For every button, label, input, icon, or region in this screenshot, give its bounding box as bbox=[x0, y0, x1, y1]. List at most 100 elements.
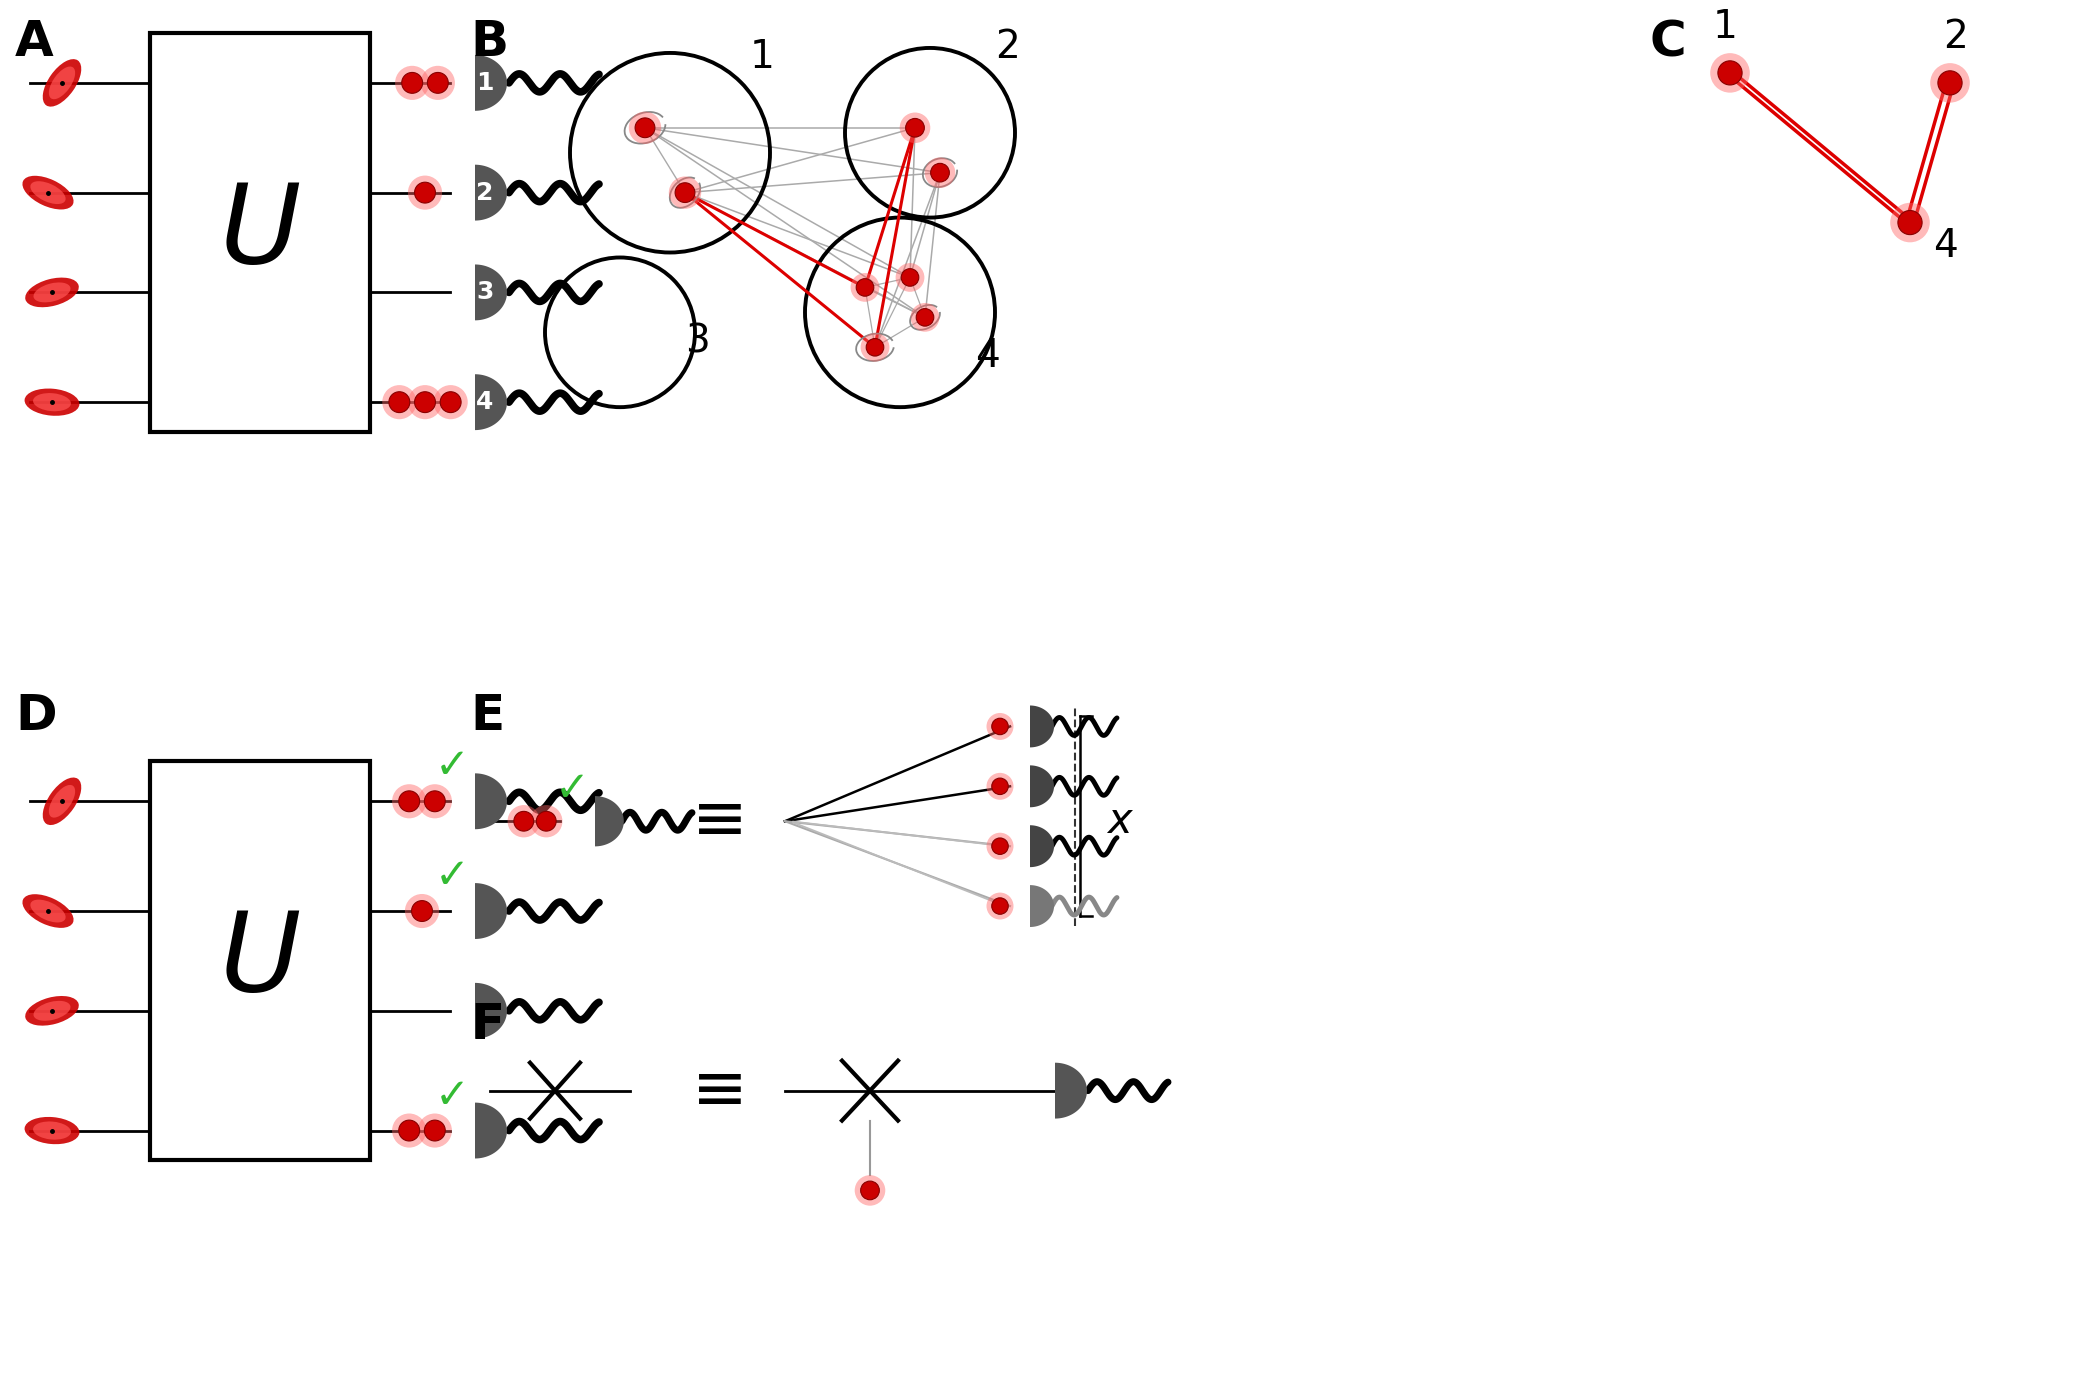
Circle shape bbox=[1930, 63, 1970, 102]
Circle shape bbox=[987, 713, 1014, 740]
Text: ✓: ✓ bbox=[435, 1075, 470, 1116]
Circle shape bbox=[899, 113, 930, 144]
Text: 1: 1 bbox=[750, 37, 775, 76]
Text: ✓: ✓ bbox=[435, 856, 470, 897]
Circle shape bbox=[441, 392, 462, 413]
Circle shape bbox=[407, 175, 443, 210]
Circle shape bbox=[414, 182, 435, 203]
Circle shape bbox=[865, 338, 884, 356]
Polygon shape bbox=[1054, 1063, 1088, 1119]
Circle shape bbox=[1898, 211, 1922, 235]
Text: $U$: $U$ bbox=[218, 908, 300, 1014]
Circle shape bbox=[930, 163, 949, 182]
Circle shape bbox=[388, 392, 410, 413]
Circle shape bbox=[855, 1176, 886, 1206]
Circle shape bbox=[405, 894, 439, 929]
Circle shape bbox=[857, 279, 874, 297]
Text: 1: 1 bbox=[477, 70, 493, 95]
Polygon shape bbox=[475, 983, 506, 1039]
Circle shape bbox=[668, 177, 701, 208]
Text: E: E bbox=[470, 691, 504, 740]
Ellipse shape bbox=[29, 900, 65, 922]
Circle shape bbox=[424, 791, 445, 811]
Polygon shape bbox=[1029, 885, 1054, 927]
Bar bbox=[149, 33, 370, 432]
Polygon shape bbox=[1029, 705, 1054, 748]
Polygon shape bbox=[475, 374, 506, 431]
Circle shape bbox=[987, 893, 1014, 919]
Text: 3: 3 bbox=[685, 323, 710, 360]
Circle shape bbox=[987, 773, 1014, 800]
Circle shape bbox=[674, 182, 695, 203]
Polygon shape bbox=[475, 55, 506, 110]
Text: 4: 4 bbox=[1932, 228, 1957, 265]
Text: C: C bbox=[1651, 18, 1686, 66]
Polygon shape bbox=[1029, 766, 1054, 807]
Circle shape bbox=[916, 309, 934, 326]
Circle shape bbox=[433, 385, 468, 420]
Ellipse shape bbox=[25, 389, 80, 415]
Ellipse shape bbox=[25, 996, 80, 1025]
Text: 2: 2 bbox=[477, 181, 493, 204]
Circle shape bbox=[424, 1121, 445, 1141]
Circle shape bbox=[529, 805, 563, 838]
Ellipse shape bbox=[29, 181, 65, 204]
Circle shape bbox=[395, 66, 428, 99]
Text: 1: 1 bbox=[1714, 8, 1737, 46]
Text: ≡: ≡ bbox=[693, 788, 748, 854]
Ellipse shape bbox=[42, 777, 82, 825]
Circle shape bbox=[991, 778, 1008, 795]
Circle shape bbox=[924, 157, 956, 188]
Circle shape bbox=[1938, 70, 1961, 95]
Circle shape bbox=[420, 66, 456, 99]
Circle shape bbox=[514, 811, 533, 831]
Text: 2: 2 bbox=[995, 28, 1021, 66]
Circle shape bbox=[1890, 203, 1930, 243]
Text: 4: 4 bbox=[477, 391, 493, 414]
Ellipse shape bbox=[42, 59, 82, 106]
Polygon shape bbox=[1029, 825, 1054, 867]
Ellipse shape bbox=[34, 1000, 71, 1021]
Text: ≡: ≡ bbox=[693, 1057, 748, 1123]
Text: $x$: $x$ bbox=[1107, 800, 1134, 842]
Circle shape bbox=[991, 838, 1008, 854]
Polygon shape bbox=[475, 164, 506, 221]
Text: A: A bbox=[15, 18, 55, 66]
Text: F: F bbox=[470, 1000, 504, 1049]
Text: B: B bbox=[470, 18, 508, 66]
Text: $U$: $U$ bbox=[218, 179, 300, 286]
Circle shape bbox=[628, 112, 662, 144]
Circle shape bbox=[536, 811, 556, 831]
Ellipse shape bbox=[23, 894, 74, 927]
Circle shape bbox=[850, 273, 880, 302]
Circle shape bbox=[401, 72, 422, 94]
Ellipse shape bbox=[25, 277, 80, 308]
Ellipse shape bbox=[48, 785, 76, 817]
Circle shape bbox=[399, 1121, 420, 1141]
Ellipse shape bbox=[25, 1116, 80, 1144]
Circle shape bbox=[428, 72, 447, 94]
Polygon shape bbox=[475, 1103, 506, 1158]
Circle shape bbox=[987, 832, 1014, 860]
Circle shape bbox=[991, 898, 1008, 915]
Circle shape bbox=[399, 791, 420, 811]
Circle shape bbox=[901, 269, 920, 286]
Bar bbox=[149, 762, 370, 1161]
Circle shape bbox=[634, 117, 655, 138]
Circle shape bbox=[382, 385, 416, 420]
Circle shape bbox=[508, 805, 540, 838]
Text: ✓: ✓ bbox=[435, 745, 470, 788]
Circle shape bbox=[418, 784, 452, 818]
Text: 3: 3 bbox=[477, 280, 493, 305]
Circle shape bbox=[861, 333, 890, 362]
Ellipse shape bbox=[34, 1122, 71, 1140]
Polygon shape bbox=[475, 265, 506, 320]
Text: ✓: ✓ bbox=[554, 769, 590, 810]
Text: 2: 2 bbox=[1942, 18, 1968, 57]
Circle shape bbox=[393, 1114, 426, 1148]
Polygon shape bbox=[475, 883, 506, 938]
Circle shape bbox=[1718, 61, 1743, 86]
Circle shape bbox=[991, 718, 1008, 734]
Circle shape bbox=[407, 385, 443, 420]
Circle shape bbox=[911, 304, 939, 331]
